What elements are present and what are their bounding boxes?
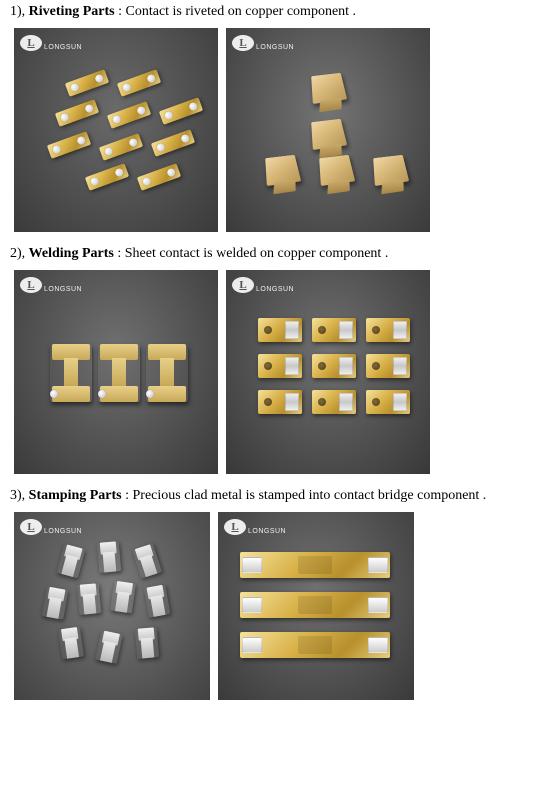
riveted-part [117, 69, 161, 97]
section-heading: 2), Welding Parts : Sheet contact is wel… [10, 246, 559, 262]
product-image: LONGSUN [226, 28, 430, 232]
section-title: Welding Parts [29, 246, 114, 261]
parts-layer [14, 28, 218, 232]
product-image: LONGSUN [14, 512, 210, 700]
stamped-part [240, 592, 390, 618]
welded-part [366, 318, 410, 342]
welded-part [366, 390, 410, 414]
riveted-part [137, 163, 181, 191]
section-description: : Sheet contact is welded on copper comp… [114, 246, 388, 261]
stamped-part [132, 543, 162, 578]
image-row: LONGSUNLONGSUN [10, 270, 559, 474]
stamped-part [42, 586, 69, 619]
riveted-part [373, 155, 409, 186]
welded-part [258, 354, 302, 378]
welded-part [146, 344, 188, 402]
stamped-part [110, 581, 136, 614]
image-row: LONGSUNLONGSUN [10, 28, 559, 232]
welded-part [50, 344, 92, 402]
riveted-part [107, 101, 151, 129]
riveted-part [159, 97, 203, 125]
stamped-part [97, 541, 122, 573]
welded-part [312, 390, 356, 414]
welded-part [312, 354, 356, 378]
product-image: LONGSUN [14, 28, 218, 232]
stamped-part [135, 627, 160, 659]
section-number: 2), [10, 246, 29, 261]
riveted-part [311, 119, 347, 150]
welded-part [98, 344, 140, 402]
stamped-part [56, 544, 85, 579]
parts-layer [226, 28, 430, 232]
welded-part [366, 354, 410, 378]
riveted-part [319, 155, 355, 186]
stamped-part [58, 627, 84, 660]
section-title: Stamping Parts [29, 488, 122, 503]
parts-layer [218, 512, 414, 700]
stamped-part [144, 584, 171, 617]
section-heading: 1), Riveting Parts : Contact is riveted … [10, 4, 559, 20]
section-description: : Contact is riveted on copper component… [115, 4, 356, 19]
welded-part [312, 318, 356, 342]
welded-part [258, 390, 302, 414]
parts-layer [14, 512, 210, 700]
image-row: LONGSUNLONGSUN [10, 512, 559, 700]
section-number: 1), [10, 4, 29, 19]
stamped-part [240, 552, 390, 578]
section-heading: 3), Stamping Parts : Precious clad metal… [10, 488, 559, 504]
riveted-part [55, 99, 99, 127]
riveted-part [85, 163, 129, 191]
riveted-part [47, 131, 91, 159]
riveted-part [311, 73, 347, 104]
parts-layer [14, 270, 218, 474]
riveted-part [265, 155, 301, 186]
stamped-part [240, 632, 390, 658]
welded-part [258, 318, 302, 342]
product-image: LONGSUN [14, 270, 218, 474]
product-image: LONGSUN [218, 512, 414, 700]
riveted-part [99, 133, 143, 161]
section-title: Riveting Parts [29, 4, 115, 19]
stamped-part [95, 630, 123, 664]
riveted-part [65, 69, 109, 97]
riveted-part [151, 129, 195, 157]
stamped-part [77, 583, 102, 615]
product-image: LONGSUN [226, 270, 430, 474]
section-description: : Precious clad metal is stamped into co… [122, 488, 487, 503]
section-number: 3), [10, 488, 29, 503]
parts-layer [226, 270, 430, 474]
